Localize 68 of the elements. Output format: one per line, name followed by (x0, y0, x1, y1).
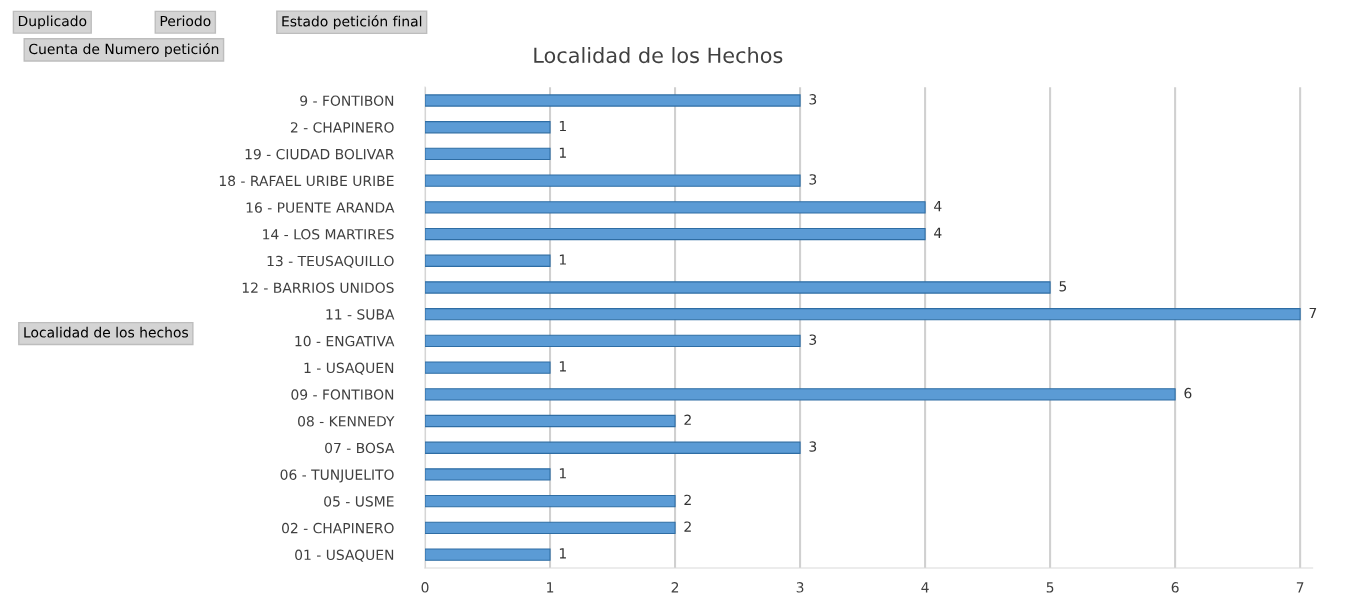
data-label: 3 (809, 174, 817, 185)
data-label: 1 (559, 254, 566, 265)
data-label: 2 (684, 414, 691, 425)
y-tick-label: 18 - RAFAEL URIBE URIBE (219, 175, 394, 187)
data-label: 1 (559, 361, 566, 372)
chart-title: Localidad de los Hechos (534, 47, 783, 64)
data-label: 5 (1059, 281, 1067, 292)
bar (425, 121, 551, 134)
bar (425, 414, 676, 428)
bar (425, 521, 676, 535)
y-tick-label: 16 - PUENTE ARANDA (246, 202, 395, 213)
data-label: 3 (809, 94, 817, 105)
bar (425, 308, 1301, 321)
bar (425, 227, 926, 241)
y-tick-label: 08 - KENNEDY (298, 416, 395, 427)
y-tick-label: 19 - CIUDAD BOLIVAR (245, 148, 395, 160)
data-label: 1 (559, 120, 566, 132)
bar (425, 94, 801, 107)
x-tick-label: 0 (421, 582, 429, 593)
data-label: 2 (684, 521, 691, 532)
text: Periodo (160, 15, 211, 27)
y-tick-label: 1 - USAQUEN (304, 362, 394, 375)
x-tick-label: 7 (1296, 582, 1304, 593)
y-tick-label: 10 - ENGATIVA (295, 335, 395, 347)
data-label: 1 (559, 548, 566, 559)
y-tick-label: 05 - USME (324, 496, 394, 507)
x-tick-label: 1 (547, 582, 554, 593)
data-label: 1 (559, 147, 566, 158)
y-tick-label: 06 - TUNJUELITO (280, 469, 394, 483)
y-tick-label: 02 - CHAPINERO (282, 522, 394, 534)
data-label: 3 (809, 334, 817, 345)
bar (425, 201, 926, 214)
data-label: 4 (934, 201, 942, 212)
y-tick-label: 11 - SUBA (326, 309, 395, 320)
bar (425, 468, 551, 481)
y-tick-label: 9 - FONTIBON (300, 95, 394, 106)
data-label: 3 (809, 441, 817, 452)
x-tick-label: 6 (1171, 582, 1179, 593)
bar (425, 388, 1176, 401)
y-tick-label: 14 - LOS MARTIRES (263, 229, 394, 240)
text: Cuenta de Numero petición (29, 42, 219, 57)
bar (425, 361, 551, 374)
data-label: 2 (684, 494, 691, 505)
bar (425, 334, 801, 348)
bar (425, 281, 1051, 294)
data-label: 1 (559, 468, 566, 479)
y-tick-label: 2 - CHAPINERO (290, 122, 394, 133)
text: Duplicado (18, 15, 87, 29)
data-label: 7 (1309, 307, 1317, 319)
bar (425, 174, 801, 187)
bar (425, 147, 551, 161)
x-tick-label: 4 (921, 582, 929, 593)
bar (425, 254, 551, 267)
y-tick-label: 01 - USAQUEN (295, 549, 394, 562)
x-tick-label: 2 (671, 582, 679, 593)
data-label: 6 (1184, 387, 1192, 399)
text: Estado petición final (282, 15, 422, 30)
y-tick-label: 13 - TEUSAQUILLO (267, 255, 394, 268)
bar (425, 441, 801, 454)
y-tick-label: 09 - FONTIBON (291, 389, 394, 400)
y-tick-label: 07 - BOSA (325, 442, 395, 454)
y-tick-label: 12 - BARRIOS UNIDOS (242, 282, 394, 293)
bar (425, 548, 551, 561)
x-tick-label: 5 (1046, 582, 1054, 593)
bar (425, 495, 676, 508)
x-tick-label: 3 (796, 582, 804, 593)
text: Localidad de los hechos (24, 326, 189, 338)
data-label: 4 (934, 227, 942, 238)
